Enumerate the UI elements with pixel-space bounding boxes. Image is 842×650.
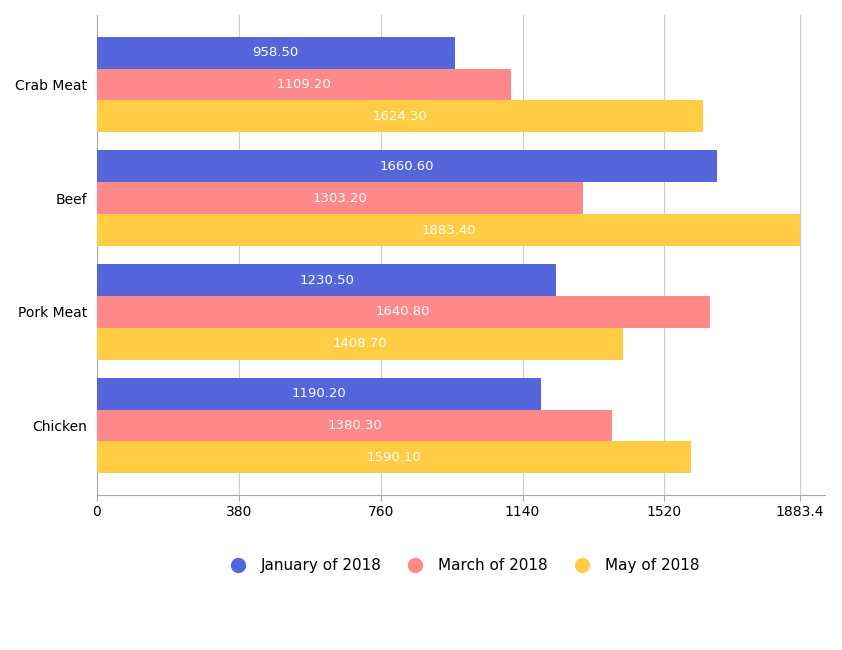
Text: 1380.30: 1380.30: [327, 419, 382, 432]
Bar: [97, 182, 584, 214]
Bar: [97, 410, 612, 441]
Text: 1109.20: 1109.20: [276, 78, 331, 91]
Text: 958.50: 958.50: [253, 46, 299, 59]
Bar: [97, 328, 623, 359]
Text: 1230.50: 1230.50: [299, 274, 354, 287]
Bar: [97, 378, 541, 410]
Text: 1883.40: 1883.40: [421, 224, 476, 237]
Text: 1624.30: 1624.30: [373, 110, 428, 123]
Text: 1640.80: 1640.80: [376, 306, 430, 318]
Bar: [97, 150, 717, 182]
Bar: [97, 69, 511, 101]
Bar: [97, 264, 557, 296]
Text: 1660.60: 1660.60: [380, 160, 434, 173]
Bar: [97, 441, 690, 473]
Text: 1408.70: 1408.70: [333, 337, 387, 350]
Bar: [97, 296, 710, 328]
Text: 1303.20: 1303.20: [312, 192, 367, 205]
Bar: [97, 214, 800, 246]
Legend: January of 2018, March of 2018, May of 2018: January of 2018, March of 2018, May of 2…: [215, 551, 706, 581]
Bar: [97, 37, 455, 69]
Text: 1190.20: 1190.20: [291, 387, 346, 400]
Bar: [97, 101, 703, 133]
Text: 1590.10: 1590.10: [366, 451, 421, 464]
